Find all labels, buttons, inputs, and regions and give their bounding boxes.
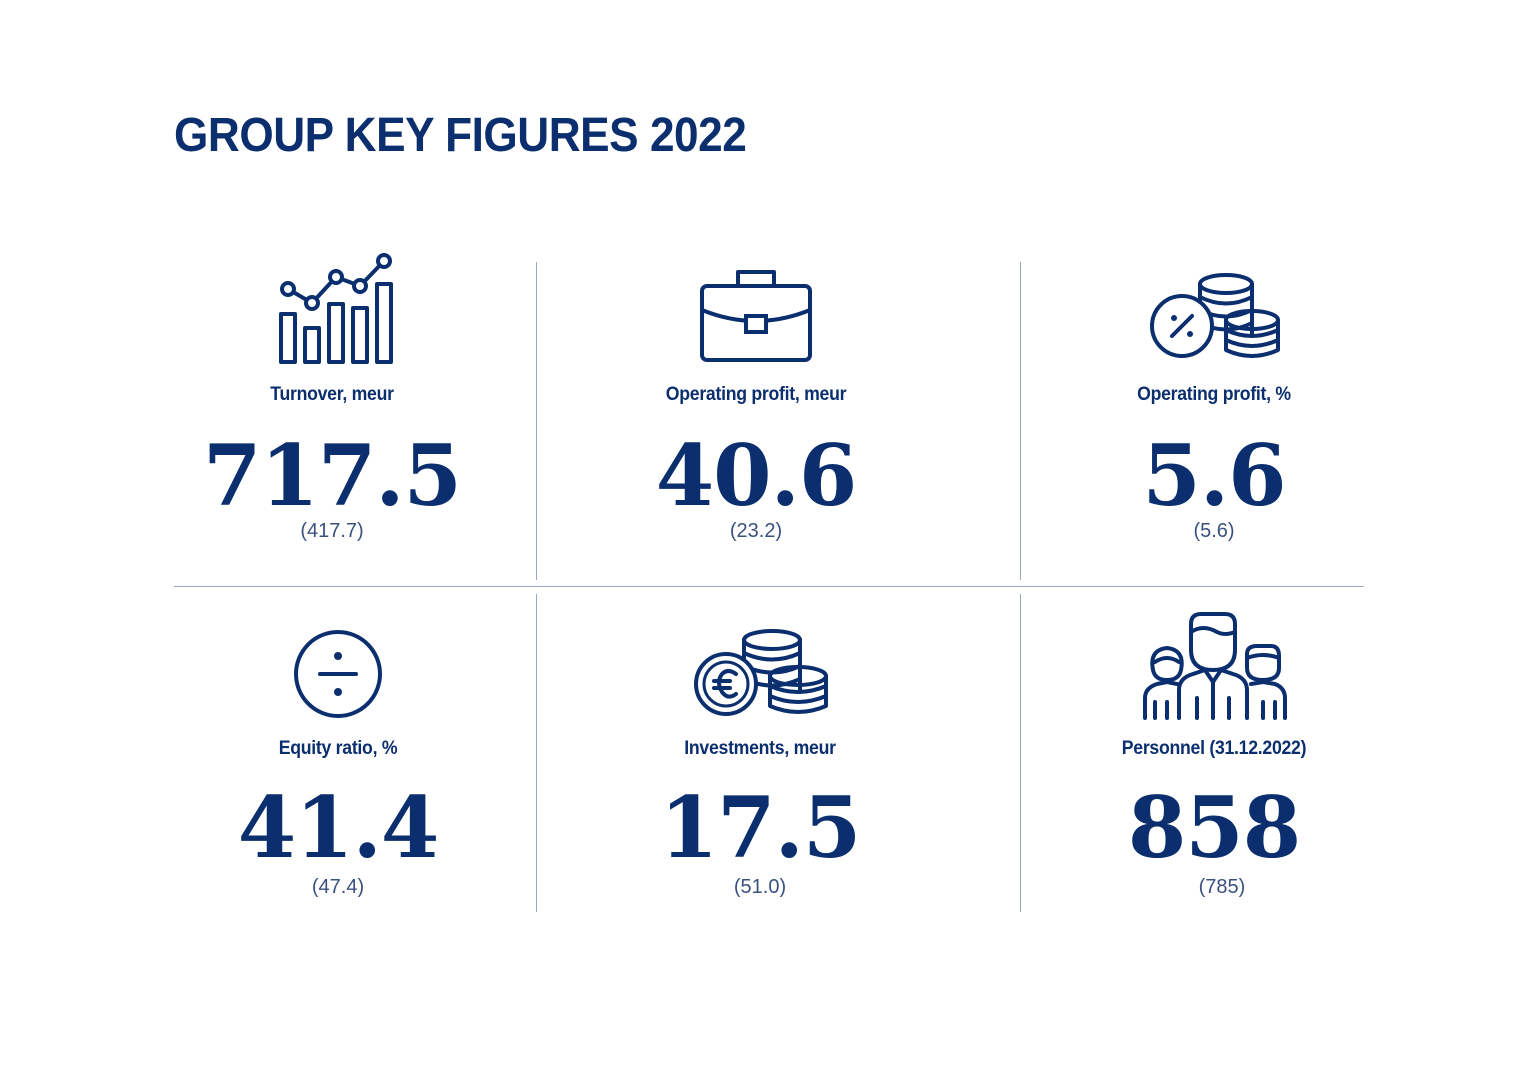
figure-label: Operating profit, meur bbox=[665, 384, 847, 405]
figure-previous: (417.7) bbox=[300, 520, 364, 542]
figure-value: 17.5 bbox=[659, 778, 862, 877]
figure-previous: (51.0) bbox=[733, 876, 787, 898]
divider-vertical-top-1 bbox=[536, 262, 537, 580]
figure-previous: (23.2) bbox=[729, 520, 783, 542]
division-circle-icon bbox=[158, 626, 518, 756]
figure-value: 858 bbox=[1127, 778, 1301, 877]
figure-previous: (47.4) bbox=[311, 876, 365, 898]
figure-previous: (5.6) bbox=[1193, 520, 1235, 542]
figure-value: 5.6 bbox=[1142, 426, 1286, 525]
figure-value: 41.4 bbox=[237, 778, 440, 877]
figure-label: Personnel (31.12.2022) bbox=[1121, 738, 1307, 759]
people-group-icon bbox=[1034, 610, 1394, 740]
figure-previous: (785) bbox=[1198, 876, 1246, 898]
briefcase-icon bbox=[576, 262, 936, 392]
divider-vertical-top-2 bbox=[1020, 262, 1021, 580]
divider-horizontal bbox=[174, 586, 1364, 587]
figure-value: 717.5 bbox=[202, 426, 462, 525]
figure-label: Operating profit, % bbox=[1137, 384, 1291, 405]
figure-label: Turnover, meur bbox=[270, 384, 394, 405]
figure-value: 40.6 bbox=[655, 426, 858, 525]
percent-coins-icon bbox=[1034, 266, 1394, 396]
page-title: GROUP KEY FIGURES 2022 bbox=[174, 109, 747, 162]
divider-vertical-bottom-1 bbox=[536, 594, 537, 912]
bar-chart-trend-icon bbox=[152, 248, 512, 378]
figure-label: Investments, meur bbox=[684, 738, 836, 759]
divider-vertical-bottom-2 bbox=[1020, 594, 1021, 912]
euro-coins-icon bbox=[580, 626, 940, 756]
figure-label: Equity ratio, % bbox=[278, 738, 398, 759]
